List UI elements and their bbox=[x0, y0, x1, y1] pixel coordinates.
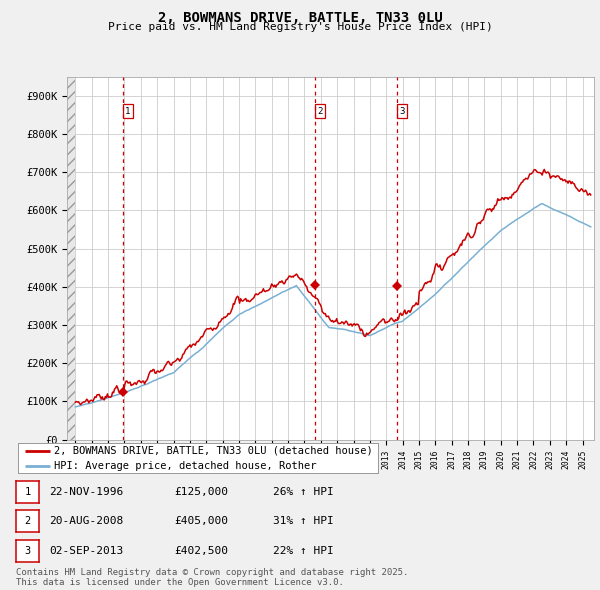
Text: 3: 3 bbox=[25, 546, 31, 556]
Text: £125,000: £125,000 bbox=[174, 487, 228, 497]
Text: HPI: Average price, detached house, Rother: HPI: Average price, detached house, Roth… bbox=[54, 461, 317, 470]
Text: 2, BOWMANS DRIVE, BATTLE, TN33 0LU (detached house): 2, BOWMANS DRIVE, BATTLE, TN33 0LU (deta… bbox=[54, 446, 373, 456]
Text: Price paid vs. HM Land Registry's House Price Index (HPI): Price paid vs. HM Land Registry's House … bbox=[107, 22, 493, 32]
Text: 31% ↑ HPI: 31% ↑ HPI bbox=[273, 516, 334, 526]
Text: 3: 3 bbox=[400, 107, 405, 116]
Text: 1: 1 bbox=[25, 487, 31, 497]
Text: 2: 2 bbox=[317, 107, 323, 116]
Text: 22-NOV-1996: 22-NOV-1996 bbox=[49, 487, 124, 497]
Text: 2: 2 bbox=[25, 516, 31, 526]
Text: 22% ↑ HPI: 22% ↑ HPI bbox=[273, 546, 334, 556]
Text: 2, BOWMANS DRIVE, BATTLE, TN33 0LU: 2, BOWMANS DRIVE, BATTLE, TN33 0LU bbox=[158, 11, 442, 25]
Text: 1: 1 bbox=[125, 107, 131, 116]
Text: 26% ↑ HPI: 26% ↑ HPI bbox=[273, 487, 334, 497]
Text: £402,500: £402,500 bbox=[174, 546, 228, 556]
Text: Contains HM Land Registry data © Crown copyright and database right 2025.
This d: Contains HM Land Registry data © Crown c… bbox=[16, 568, 409, 587]
Bar bbox=[67, 77, 76, 440]
Text: 02-SEP-2013: 02-SEP-2013 bbox=[49, 546, 124, 556]
Text: £405,000: £405,000 bbox=[174, 516, 228, 526]
Text: 20-AUG-2008: 20-AUG-2008 bbox=[49, 516, 124, 526]
